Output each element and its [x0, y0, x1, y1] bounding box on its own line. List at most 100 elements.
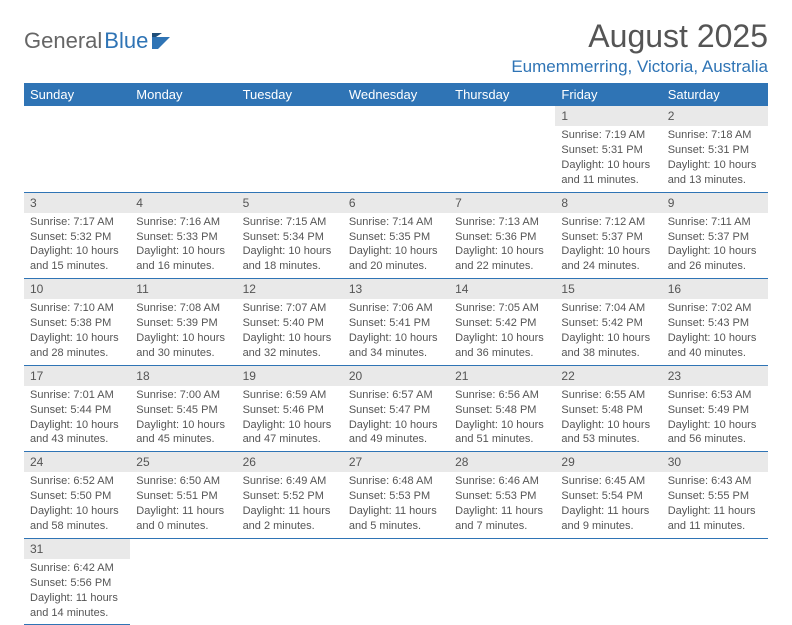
daylight-text-2: and 22 minutes.: [455, 259, 549, 274]
day-details: Sunrise: 7:01 AMSunset: 5:44 PMDaylight:…: [24, 386, 130, 451]
sunrise-text: Sunrise: 7:17 AM: [30, 215, 124, 230]
sunrise-text: Sunrise: 6:42 AM: [30, 561, 124, 576]
daylight-text-1: Daylight: 10 hours: [243, 331, 337, 346]
calendar-day-cell: 8Sunrise: 7:12 AMSunset: 5:37 PMDaylight…: [555, 192, 661, 279]
daylight-text-1: Daylight: 11 hours: [349, 504, 443, 519]
calendar-day-cell: 16Sunrise: 7:02 AMSunset: 5:43 PMDayligh…: [662, 279, 768, 366]
daylight-text-2: and 38 minutes.: [561, 346, 655, 361]
calendar-table: Sunday Monday Tuesday Wednesday Thursday…: [24, 83, 768, 625]
daylight-text-2: and 40 minutes.: [668, 346, 762, 361]
day-number: 10: [24, 279, 130, 299]
sunrise-text: Sunrise: 7:02 AM: [668, 301, 762, 316]
sunrise-text: Sunrise: 7:01 AM: [30, 388, 124, 403]
header: GeneralBlue August 2025 Eumemmerring, Vi…: [24, 18, 768, 77]
calendar-day-cell: ..: [343, 106, 449, 192]
location: Eumemmerring, Victoria, Australia: [511, 57, 768, 77]
day-details: Sunrise: 7:04 AMSunset: 5:42 PMDaylight:…: [555, 299, 661, 364]
day-number: 25: [130, 452, 236, 472]
calendar-day-cell: 22Sunrise: 6:55 AMSunset: 5:48 PMDayligh…: [555, 365, 661, 452]
day-details: Sunrise: 7:11 AMSunset: 5:37 PMDaylight:…: [662, 213, 768, 278]
sunrise-text: Sunrise: 6:50 AM: [136, 474, 230, 489]
sunset-text: Sunset: 5:33 PM: [136, 230, 230, 245]
calendar-day-cell: 14Sunrise: 7:05 AMSunset: 5:42 PMDayligh…: [449, 279, 555, 366]
day-number: 18: [130, 366, 236, 386]
day-details: Sunrise: 6:57 AMSunset: 5:47 PMDaylight:…: [343, 386, 449, 451]
day-details: Sunrise: 7:18 AMSunset: 5:31 PMDaylight:…: [662, 126, 768, 191]
calendar-week-row: 3Sunrise: 7:17 AMSunset: 5:32 PMDaylight…: [24, 192, 768, 279]
sunset-text: Sunset: 5:47 PM: [349, 403, 443, 418]
calendar-day-cell: 21Sunrise: 6:56 AMSunset: 5:48 PMDayligh…: [449, 365, 555, 452]
daylight-text-1: Daylight: 10 hours: [668, 244, 762, 259]
sunrise-text: Sunrise: 7:11 AM: [668, 215, 762, 230]
logo: GeneralBlue: [24, 28, 178, 54]
sunrise-text: Sunrise: 6:45 AM: [561, 474, 655, 489]
calendar-body: ..........1Sunrise: 7:19 AMSunset: 5:31 …: [24, 106, 768, 625]
daylight-text-2: and 15 minutes.: [30, 259, 124, 274]
day-number: 5: [237, 193, 343, 213]
calendar-day-cell: 11Sunrise: 7:08 AMSunset: 5:39 PMDayligh…: [130, 279, 236, 366]
daylight-text-1: Daylight: 10 hours: [561, 244, 655, 259]
weekday-header: Friday: [555, 83, 661, 106]
daylight-text-1: Daylight: 10 hours: [455, 244, 549, 259]
sunrise-text: Sunrise: 7:18 AM: [668, 128, 762, 143]
day-details: Sunrise: 7:13 AMSunset: 5:36 PMDaylight:…: [449, 213, 555, 278]
day-number: 17: [24, 366, 130, 386]
daylight-text-1: Daylight: 10 hours: [349, 244, 443, 259]
calendar-week-row: ..........1Sunrise: 7:19 AMSunset: 5:31 …: [24, 106, 768, 192]
day-number: 20: [343, 366, 449, 386]
sunset-text: Sunset: 5:53 PM: [349, 489, 443, 504]
calendar-day-cell: 10Sunrise: 7:10 AMSunset: 5:38 PMDayligh…: [24, 279, 130, 366]
day-number: 19: [237, 366, 343, 386]
day-number: 13: [343, 279, 449, 299]
day-number: 3: [24, 193, 130, 213]
sunset-text: Sunset: 5:45 PM: [136, 403, 230, 418]
sunset-text: Sunset: 5:48 PM: [561, 403, 655, 418]
daylight-text-1: Daylight: 10 hours: [349, 418, 443, 433]
calendar-day-cell: 2Sunrise: 7:18 AMSunset: 5:31 PMDaylight…: [662, 106, 768, 192]
daylight-text-1: Daylight: 11 hours: [455, 504, 549, 519]
daylight-text-1: Daylight: 10 hours: [136, 244, 230, 259]
sunset-text: Sunset: 5:37 PM: [561, 230, 655, 245]
sunrise-text: Sunrise: 6:56 AM: [455, 388, 549, 403]
sunrise-text: Sunrise: 6:52 AM: [30, 474, 124, 489]
sunset-text: Sunset: 5:37 PM: [668, 230, 762, 245]
sunset-text: Sunset: 5:52 PM: [243, 489, 337, 504]
day-details: Sunrise: 7:08 AMSunset: 5:39 PMDaylight:…: [130, 299, 236, 364]
sunrise-text: Sunrise: 7:08 AM: [136, 301, 230, 316]
sunset-text: Sunset: 5:42 PM: [561, 316, 655, 331]
daylight-text-2: and 7 minutes.: [455, 519, 549, 534]
calendar-day-cell: 6Sunrise: 7:14 AMSunset: 5:35 PMDaylight…: [343, 192, 449, 279]
daylight-text-1: Daylight: 10 hours: [561, 418, 655, 433]
sunset-text: Sunset: 5:31 PM: [668, 143, 762, 158]
day-number: 12: [237, 279, 343, 299]
calendar-day-cell: 18Sunrise: 7:00 AMSunset: 5:45 PMDayligh…: [130, 365, 236, 452]
calendar-day-cell: 26Sunrise: 6:49 AMSunset: 5:52 PMDayligh…: [237, 452, 343, 539]
daylight-text-1: Daylight: 10 hours: [668, 331, 762, 346]
daylight-text-1: Daylight: 10 hours: [30, 418, 124, 433]
daylight-text-2: and 11 minutes.: [668, 519, 762, 534]
calendar-day-cell: 29Sunrise: 6:45 AMSunset: 5:54 PMDayligh…: [555, 452, 661, 539]
sunrise-text: Sunrise: 7:15 AM: [243, 215, 337, 230]
daylight-text-2: and 5 minutes.: [349, 519, 443, 534]
sunset-text: Sunset: 5:39 PM: [136, 316, 230, 331]
daylight-text-2: and 49 minutes.: [349, 432, 443, 447]
daylight-text-1: Daylight: 11 hours: [136, 504, 230, 519]
sunrise-text: Sunrise: 6:59 AM: [243, 388, 337, 403]
day-details: Sunrise: 7:12 AMSunset: 5:37 PMDaylight:…: [555, 213, 661, 278]
day-details: Sunrise: 6:56 AMSunset: 5:48 PMDaylight:…: [449, 386, 555, 451]
calendar-day-cell: 24Sunrise: 6:52 AMSunset: 5:50 PMDayligh…: [24, 452, 130, 539]
day-number: 24: [24, 452, 130, 472]
day-details: Sunrise: 6:59 AMSunset: 5:46 PMDaylight:…: [237, 386, 343, 451]
title-block: August 2025 Eumemmerring, Victoria, Aust…: [511, 18, 768, 77]
day-details: Sunrise: 7:06 AMSunset: 5:41 PMDaylight:…: [343, 299, 449, 364]
day-number: 16: [662, 279, 768, 299]
daylight-text-2: and 51 minutes.: [455, 432, 549, 447]
day-details: Sunrise: 6:50 AMSunset: 5:51 PMDaylight:…: [130, 472, 236, 537]
daylight-text-2: and 2 minutes.: [243, 519, 337, 534]
day-details: Sunrise: 6:46 AMSunset: 5:53 PMDaylight:…: [449, 472, 555, 537]
sunrise-text: Sunrise: 6:53 AM: [668, 388, 762, 403]
daylight-text-2: and 18 minutes.: [243, 259, 337, 274]
daylight-text-2: and 13 minutes.: [668, 173, 762, 188]
calendar-week-row: 24Sunrise: 6:52 AMSunset: 5:50 PMDayligh…: [24, 452, 768, 539]
day-details: Sunrise: 6:45 AMSunset: 5:54 PMDaylight:…: [555, 472, 661, 537]
